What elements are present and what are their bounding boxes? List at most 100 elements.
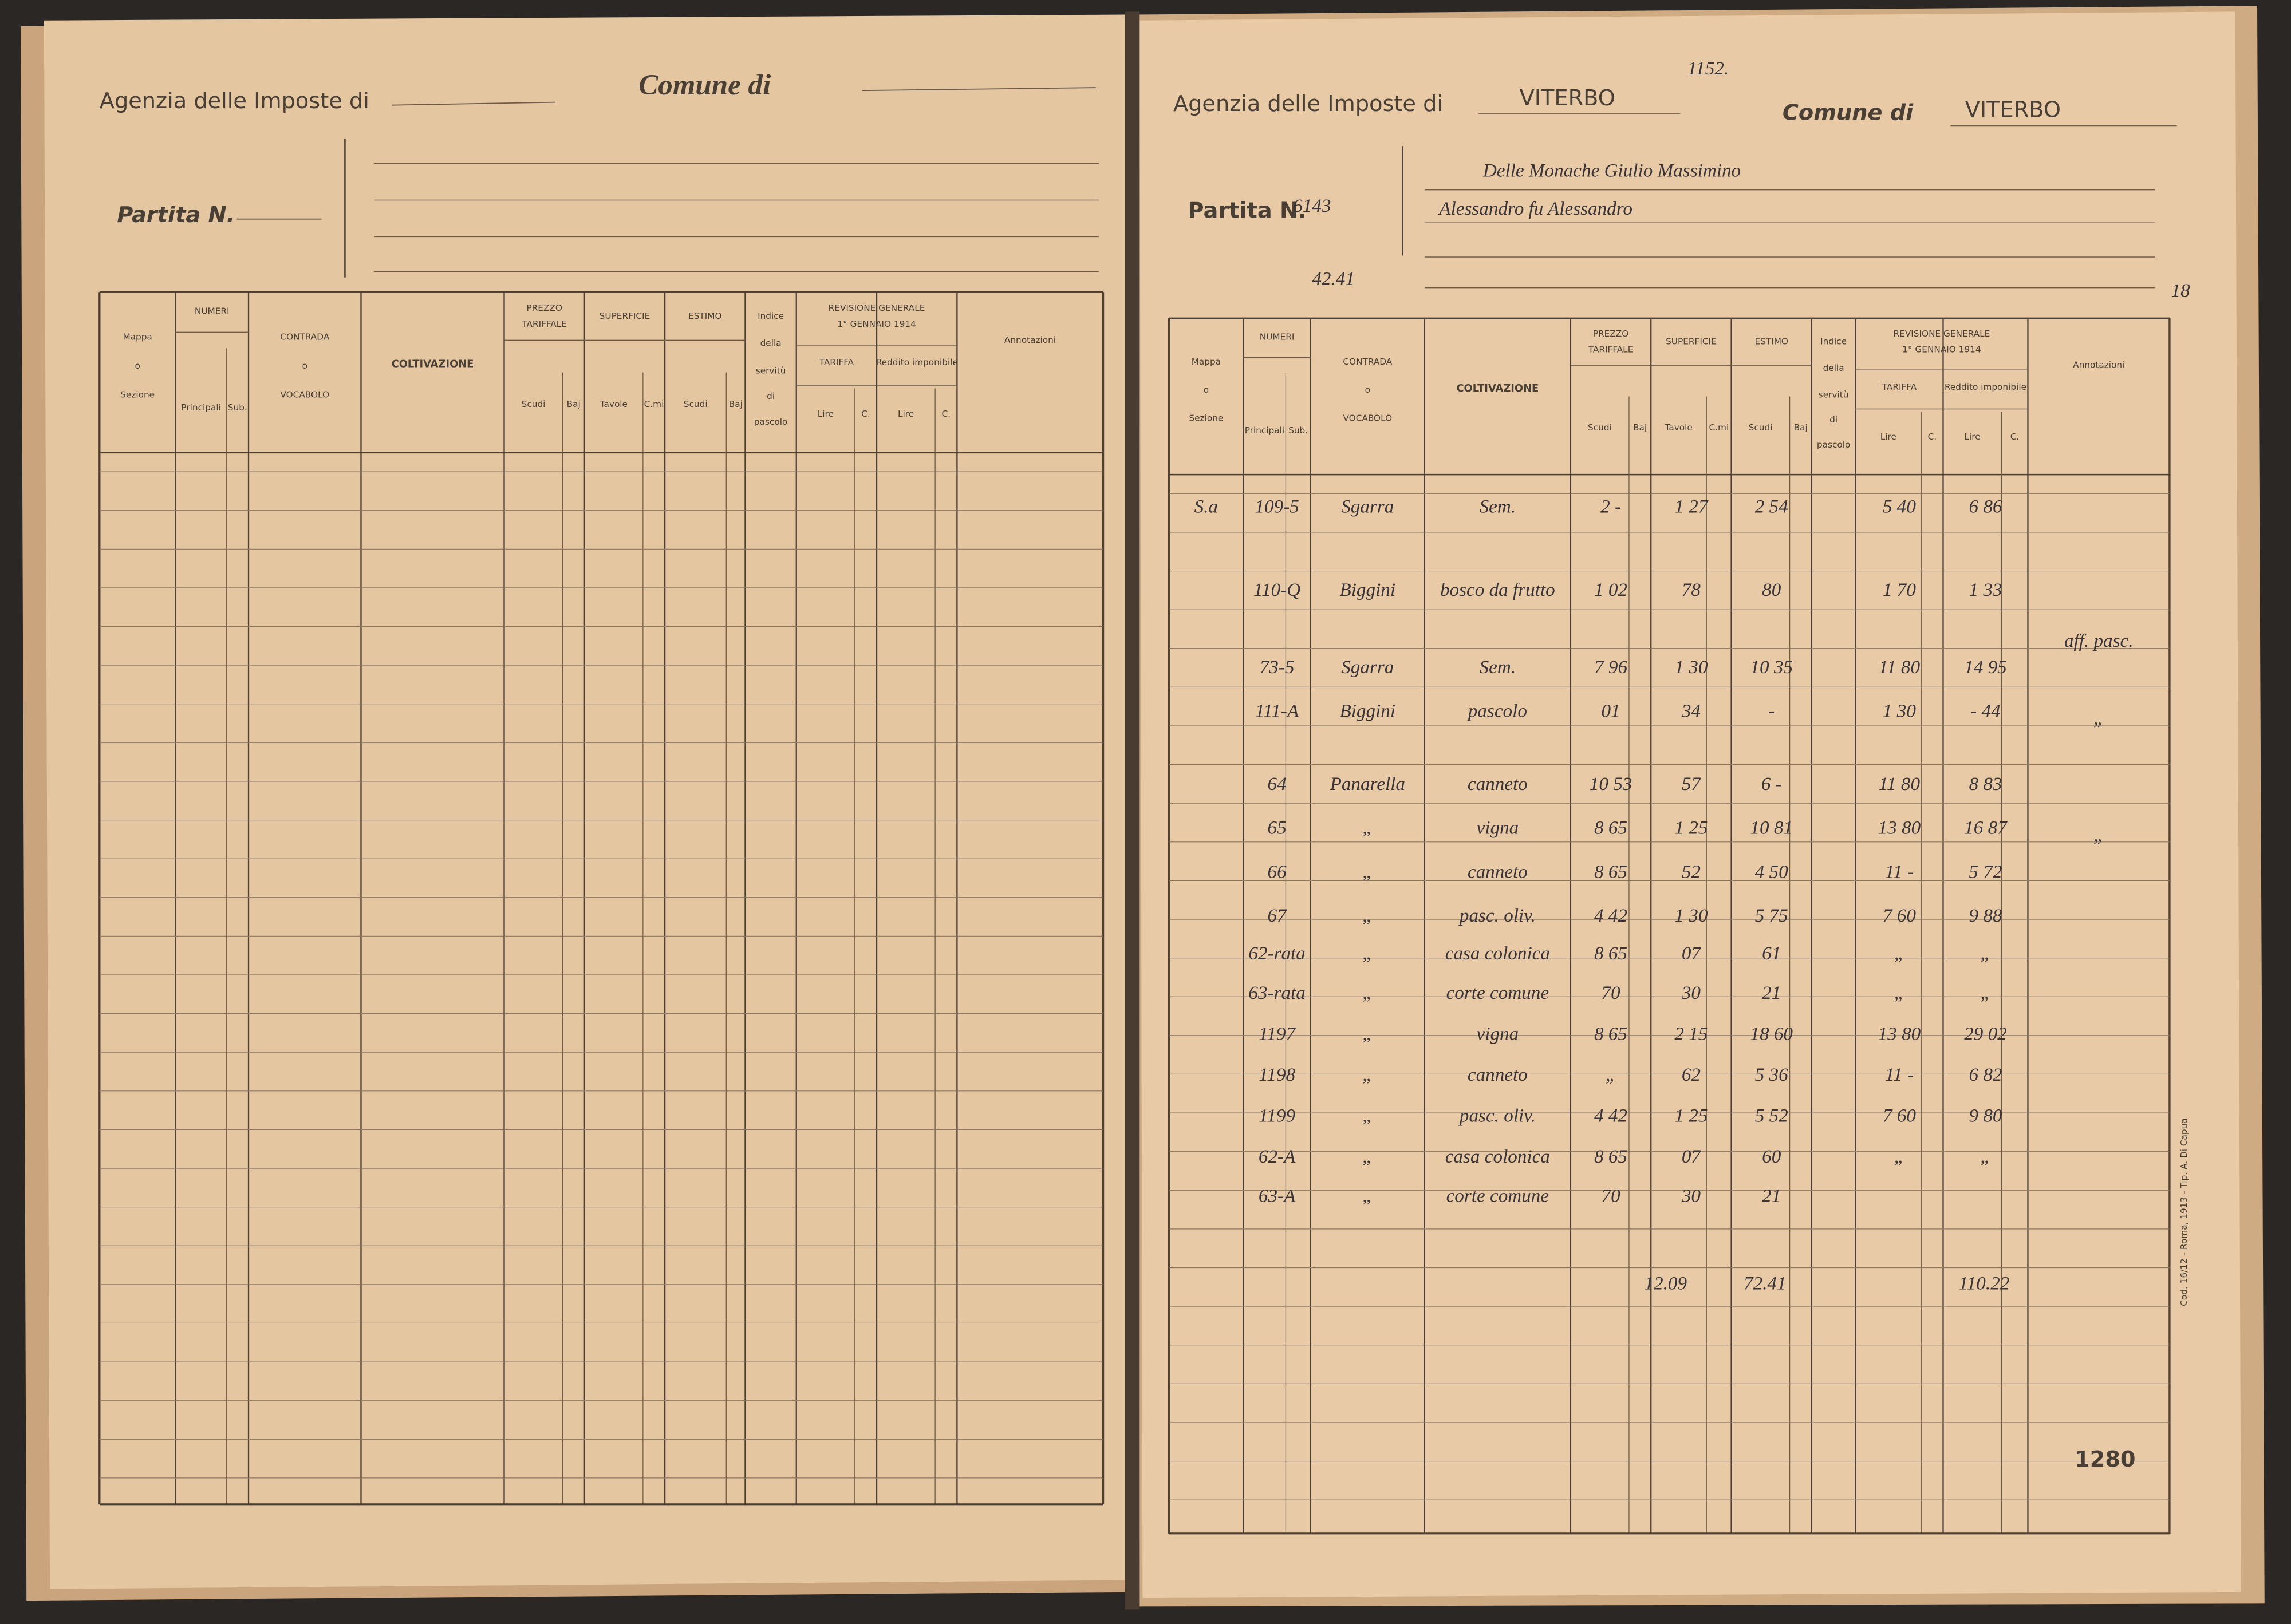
column-header: Mappa — [123, 331, 152, 342]
entry: canneto — [1468, 773, 1528, 795]
column-header: Sezione — [120, 389, 155, 400]
column-header: SUPERFICIE — [1666, 337, 1717, 347]
column-header: Indice — [1820, 337, 1847, 347]
column-header: C.mi — [644, 399, 664, 409]
entry: 6 82 — [1969, 1064, 2002, 1085]
column-header: Lire — [1964, 432, 1980, 442]
entry: Sem. — [1480, 657, 1516, 678]
entry: 10 81 — [1750, 817, 1793, 839]
entry: 52 — [1682, 861, 1701, 882]
entry: 6 86 — [1969, 496, 2002, 517]
entry: 7 60 — [1883, 1105, 1916, 1126]
gutter — [1125, 11, 1140, 1610]
column-header: Principali — [1245, 425, 1284, 436]
entry: „ — [1362, 817, 1373, 839]
entry: 1 25 — [1674, 1105, 1708, 1126]
entry: 1 25 — [1674, 817, 1708, 839]
column-header: pascolo — [754, 417, 787, 427]
entry: 9 88 — [1969, 905, 2002, 926]
column-header: TARIFFALE — [521, 319, 567, 329]
owner-name: Delle Monache Giulio Massimino — [1482, 160, 1741, 181]
partita-label: Partita N. — [1188, 197, 1306, 223]
entry: 14 95 — [1964, 657, 2007, 678]
entry: „ — [1362, 1105, 1373, 1126]
column-header: Sub. — [1288, 425, 1308, 436]
entry: 7 60 — [1883, 905, 1916, 926]
column-header: Lire — [898, 409, 914, 419]
entry: 9 80 — [1969, 1105, 2002, 1126]
entry: 2 15 — [1674, 1023, 1708, 1044]
column-header: TARIFFA — [1882, 382, 1917, 392]
comune-label: Comune di — [638, 69, 771, 101]
entry: 8 83 — [1969, 773, 2002, 795]
column-header: di — [767, 391, 775, 401]
column-header: o — [1365, 385, 1370, 395]
entry: 5 52 — [1755, 1105, 1788, 1126]
column-header: NUMERI — [1260, 331, 1295, 342]
total: 110.22 — [1959, 1273, 2010, 1294]
column-header: Annotazioni — [2073, 360, 2124, 370]
entry: 5 75 — [1755, 905, 1788, 926]
column-header: Reddito imponibile — [1945, 382, 2026, 392]
column-header: o — [1204, 385, 1209, 395]
entry: 73-5 — [1260, 657, 1295, 678]
column-header: servitù — [756, 365, 786, 376]
entry: Sgarra — [1341, 496, 1394, 517]
column-header: REVISIONE GENERALE — [829, 303, 925, 313]
entry: 01 — [1601, 701, 1620, 722]
entry: canneto — [1468, 861, 1528, 882]
entry: Panarella — [1330, 773, 1405, 795]
column-header: Scudi — [522, 399, 546, 409]
entry: 61 — [1762, 943, 1781, 964]
entry: 110-Q — [1253, 579, 1300, 600]
entry: vigna — [1477, 817, 1519, 839]
entry: 60 — [1762, 1146, 1781, 1167]
column-header: SUPERFICIE — [600, 311, 650, 321]
entry: pascolo — [1467, 701, 1527, 722]
entry: „ — [1980, 943, 1990, 964]
column-header: ESTIMO — [688, 311, 721, 321]
entry: 1 02 — [1594, 579, 1627, 600]
entry: „ — [1362, 982, 1373, 1003]
column-header: Baj — [729, 399, 743, 409]
content: Mappa o Sezione NUMERI Principali Sub. CONTRAD… — [98, 58, 2190, 1535]
column-header: o — [302, 361, 307, 371]
entry: 8 65 — [1594, 1023, 1627, 1044]
entry: 16 87 — [1964, 817, 2008, 839]
entry: „ — [2093, 824, 2104, 845]
column-header: TARIFFALE — [1588, 344, 1634, 354]
entry: pasc. oliv. — [1458, 905, 1536, 926]
rule — [392, 101, 555, 106]
owner-parent: Alessandro fu Alessandro — [1438, 198, 1633, 219]
column-header: C. — [1928, 432, 1937, 442]
entry: 109-5 — [1255, 496, 1299, 517]
column-header: C.mi — [1709, 422, 1729, 433]
entry: „ — [1362, 1064, 1373, 1085]
column-header: VOCABOLO — [280, 389, 329, 400]
column-header: PREZZO — [526, 303, 562, 313]
entry: „ — [1362, 1023, 1373, 1044]
entry: 8 65 — [1594, 861, 1627, 882]
entry: casa colonica — [1445, 1146, 1550, 1167]
column-header: C. — [861, 409, 870, 419]
entry: 8 65 — [1594, 1146, 1627, 1167]
agency-label: Agenzia delle Imposte di — [1173, 91, 1443, 117]
entry: - — [1768, 701, 1775, 722]
column-header: VOCABOLO — [1343, 413, 1392, 423]
entry: 1197 — [1259, 1023, 1296, 1044]
entry: bosco da frutto — [1440, 579, 1555, 600]
entry: Biggini — [1339, 579, 1395, 600]
comune-value: VITERBO — [1965, 97, 2061, 123]
entry: „ — [1980, 1146, 1990, 1167]
column-header: Scudi — [684, 399, 708, 409]
entry: 78 — [1682, 579, 1701, 600]
entry: 4 42 — [1594, 905, 1627, 926]
entry: 07 — [1682, 943, 1702, 964]
entry: 1 30 — [1883, 701, 1916, 722]
entry: 07 — [1682, 1146, 1702, 1167]
column-header: REVISIONE GENERALE — [1894, 329, 1990, 339]
partita-label: Partita N. — [117, 202, 235, 228]
entry: 8 65 — [1594, 817, 1627, 839]
side-note: 18 — [2171, 280, 2190, 301]
